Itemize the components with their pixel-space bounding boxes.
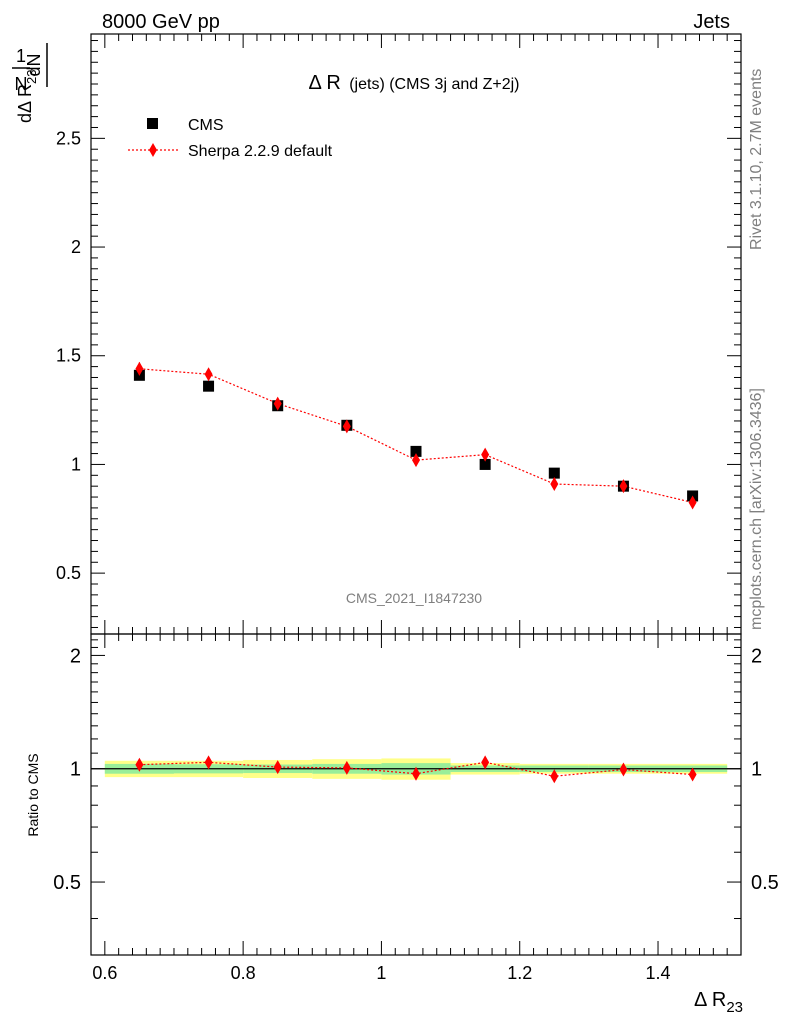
chart-title: Δ R (jets) (CMS 3j and Z+2j): [309, 72, 520, 94]
axis-tick-labels: 0.6 0.8 1 1.2 1.4 0.5 1 1.5 2 2.5 0.5 0.5 1 1 2 2: [53, 128, 779, 983]
sherpa-point: [412, 453, 420, 468]
y-tick-label: 2: [71, 237, 81, 257]
y-tick-label: 2.5: [56, 128, 81, 148]
x-tick-label: 1.2: [507, 963, 532, 983]
ratio-y-tick-label-right: 2: [751, 645, 762, 667]
y-axis-label: 1 N: [12, 46, 30, 94]
cms-point: [479, 458, 491, 470]
ratio-sherpa-point: [481, 755, 490, 770]
ratio-sherpa-point: [550, 769, 559, 784]
ratio-plot-frame: [90, 633, 742, 956]
ratio-y-tick-label-right: 1: [751, 759, 762, 781]
ratio-sherpa-point: [135, 757, 144, 772]
y-tick-label: 1.5: [56, 346, 81, 366]
x-axis-label: Δ R23: [694, 989, 743, 1016]
sherpa-point: [273, 396, 282, 411]
sherpa-point: [550, 477, 559, 491]
x-tick-label: 1: [376, 963, 386, 983]
sherpa-point: [619, 479, 628, 494]
y-axis-label-den: dΔ R23: [15, 69, 39, 123]
ratio-y-tick-label: 2: [70, 645, 81, 667]
svg-text:1: 1: [16, 46, 26, 66]
ratio-sherpa-point: [273, 760, 282, 775]
legend-cms-label: CMS: [188, 117, 224, 134]
cms-point: [410, 445, 422, 457]
legend-cms-marker: [147, 118, 158, 129]
svg-text:dN: dN: [24, 53, 44, 76]
ratio-y-tick-label: 1: [70, 759, 81, 781]
y-axis-label-fraction: dN: [24, 43, 48, 87]
sherpa-line: [139, 368, 693, 504]
x-tick-label: 1.4: [646, 963, 671, 983]
ratio-y-tick-label: 0.5: [53, 872, 81, 894]
ratio-sherpa-point: [204, 755, 213, 770]
cms-point: [548, 467, 560, 479]
legend-sherpa-label: Sherpa 2.2.9 default: [188, 143, 333, 160]
svg-text:N: N: [15, 74, 28, 94]
rivet-version-label: Rivet 3.1.10, 2.7M events: [748, 69, 765, 250]
x-tick-label: 0.8: [231, 963, 256, 983]
sherpa-point: [481, 447, 490, 462]
header-right-label: Jets: [693, 11, 730, 33]
ratio-sherpa-point: [342, 760, 351, 775]
header-left-label: 8000 GeV pp: [102, 11, 220, 33]
mcplots-label: mcplots.cern.ch [arXiv:1306.3436]: [748, 388, 765, 630]
axis-ticks: [91, 34, 742, 955]
ratio-sherpa-point: [619, 762, 628, 777]
sherpa-point: [135, 361, 144, 376]
sherpa-point: [688, 495, 697, 510]
ratio-y-axis-label: Ratio to CMS: [25, 753, 41, 836]
x-tick-label: 0.6: [92, 963, 117, 983]
y-tick-label: 0.5: [56, 563, 81, 583]
sherpa-point: [204, 367, 213, 382]
ratio-y-tick-label-right: 0.5: [751, 872, 779, 894]
ratio-sherpa-point: [412, 766, 420, 781]
data-marks: [133, 361, 699, 784]
y-tick-label: 1: [71, 454, 81, 474]
legend-sherpa-marker: [149, 143, 157, 157]
analysis-id-label: CMS_2021_I1847230: [346, 590, 482, 606]
ratio-sherpa-point: [688, 767, 697, 782]
legend: CMS Sherpa 2.2.9 default: [128, 117, 333, 160]
cms-point: [203, 380, 215, 392]
sherpa-point: [342, 419, 351, 434]
